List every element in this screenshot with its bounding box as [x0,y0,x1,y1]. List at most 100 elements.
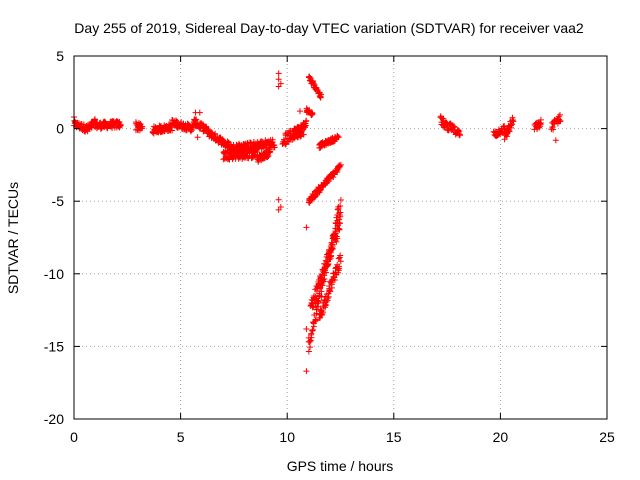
data-point [328,281,335,288]
data-point [271,144,278,151]
data-point [329,246,336,253]
plot-frame [73,55,608,420]
x-axis-label: GPS time / hours [287,458,394,474]
data-point [556,118,563,125]
data-point [331,277,338,284]
data-point [309,110,316,117]
data-point [556,111,563,118]
x-tick-label: 10 [279,429,295,445]
data-point [306,73,313,80]
data-point [265,153,272,160]
data-point [322,301,329,308]
data-point [456,128,463,135]
data-point [320,309,327,316]
data-point [328,252,335,259]
data-point [320,276,327,283]
data-point [552,137,559,144]
data-point [309,304,316,311]
data-point [337,213,344,220]
data-point [334,266,341,273]
data-point [275,206,282,213]
data-point [194,134,201,141]
data-point [212,130,219,137]
data-point [536,124,543,131]
y-axis-label: SDTVAR / TECUs [5,182,21,294]
x-tick-label: 25 [599,429,615,445]
data-point [296,108,303,115]
data-point [334,206,341,213]
data-point [334,235,341,242]
data-point [305,348,312,355]
data-point [281,136,288,143]
data-point [315,281,322,288]
data-point [227,149,234,156]
y-tick-label: 5 [56,48,64,64]
data-point [117,122,124,129]
data-point [92,116,99,123]
data-point [313,295,320,302]
data-point [335,134,342,141]
data-point [321,276,328,283]
data-point [193,116,200,123]
data-point [196,109,203,116]
data-point [291,125,298,132]
data-point [336,220,343,227]
data-point [312,299,319,306]
data-point [325,293,332,300]
data-point [285,138,292,145]
data-point [509,114,516,121]
data-point [336,226,343,233]
data-point [312,316,319,323]
data-point [451,123,458,130]
data-point [506,128,513,135]
data-point [239,148,246,155]
data-point [303,325,310,332]
data-point [303,224,310,231]
data-point [190,124,197,131]
data-point [275,83,282,90]
data-point [313,287,320,294]
data-point [303,117,310,124]
data-point [307,337,314,344]
data-point [309,326,316,333]
data-marks [71,70,564,375]
y-tick-label: -5 [52,193,65,209]
data-point [310,303,317,310]
x-tick-label: 15 [386,429,402,445]
data-point [303,368,310,375]
data-point [300,131,307,138]
data-point [313,191,320,198]
data-point [557,117,564,124]
x-tick-label: 0 [70,429,78,445]
data-point [503,133,510,140]
y-tick-label: -10 [44,266,64,282]
x-tick-label: 20 [493,429,509,445]
data-point [337,258,344,265]
data-point [510,118,517,125]
data-point [269,136,276,143]
grid-layer [74,56,607,419]
data-point [336,162,343,169]
x-tick-label: 5 [177,429,185,445]
tick-labels: 0 5 10 15 20 25 -20 -15 -10 -5 0 5 [44,48,615,445]
data-point [318,91,325,98]
data-point [323,298,330,305]
data-point [324,295,331,302]
data-point [537,116,544,123]
data-point [456,131,463,138]
data-point [299,127,306,134]
data-point [337,202,344,209]
data-point [308,334,315,341]
data-point [315,298,322,305]
data-point [267,148,274,155]
data-point [508,121,515,128]
data-point [322,269,329,276]
data-point [139,123,146,130]
data-point [169,127,176,134]
data-point [327,288,334,295]
data-point [316,280,323,287]
data-point [275,196,282,203]
data-point [337,197,344,204]
